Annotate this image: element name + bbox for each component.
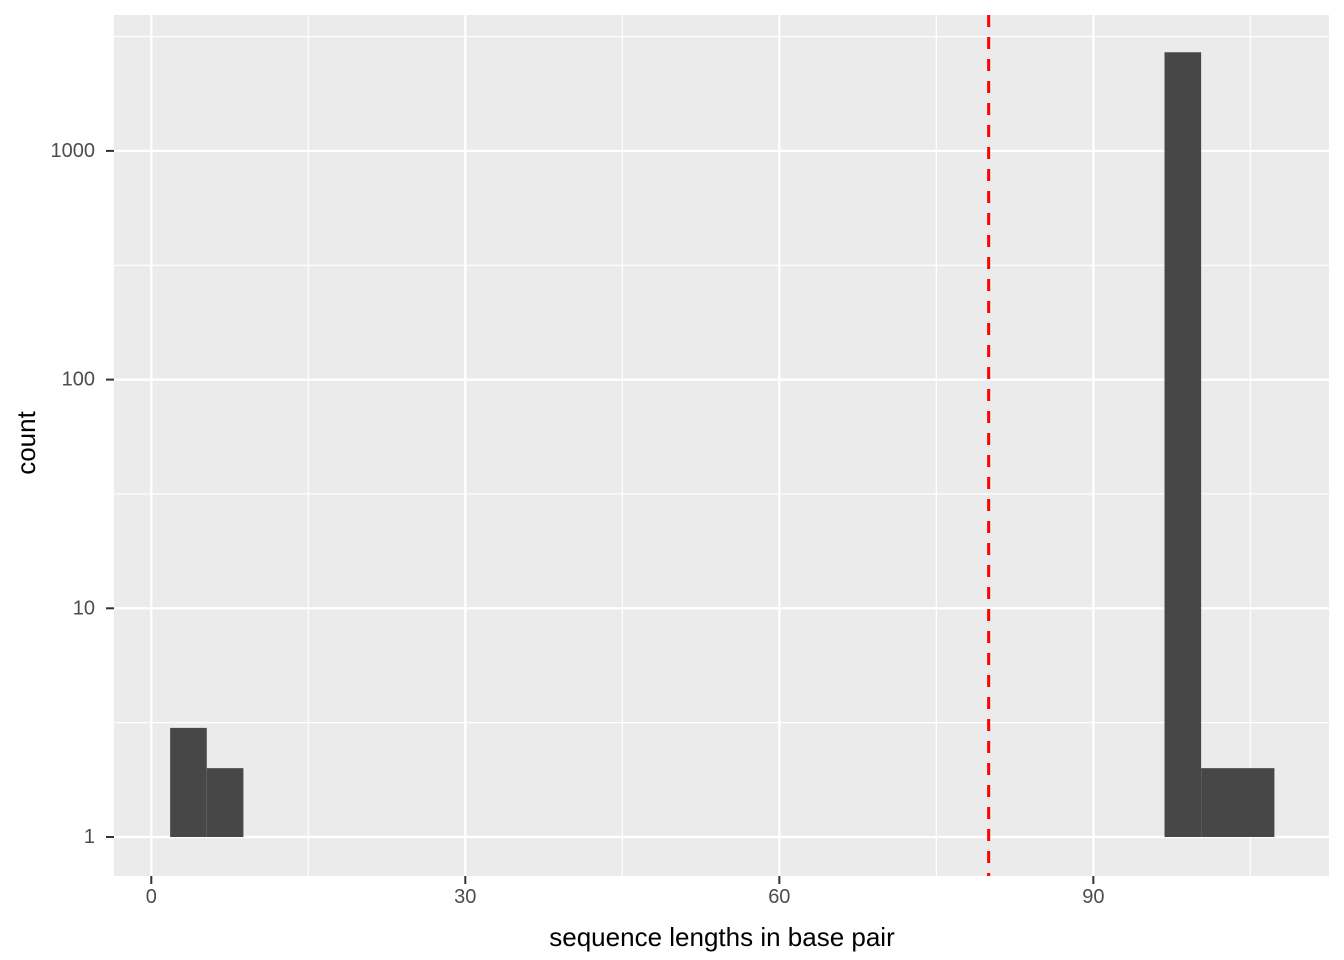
x-tick-label: 0 xyxy=(146,886,157,908)
histogram-bar xyxy=(206,768,244,837)
plot-panel xyxy=(114,15,1329,876)
x-tick-label: 90 xyxy=(1082,886,1104,908)
histogram-bars xyxy=(170,52,1275,837)
x-axis-title: sequence lengths in base pair xyxy=(549,922,895,952)
histogram-bar xyxy=(170,727,207,837)
y-tick-label: 100 xyxy=(62,369,95,391)
histogram-bar xyxy=(1164,52,1202,837)
y-tick-label: 1 xyxy=(84,826,95,848)
gridlines-minor xyxy=(114,15,1329,876)
y-axis-title: count xyxy=(11,410,41,474)
axis-tick-marks xyxy=(106,149,1095,884)
x-tick-label: 60 xyxy=(768,886,790,908)
x-tick-label: 30 xyxy=(454,886,476,908)
histogram-bar xyxy=(1201,768,1275,837)
axis-tick-labels: 0 30 60 90 1 10 100 1000 xyxy=(51,140,1105,908)
gridlines-major xyxy=(114,15,1329,876)
y-tick-label: 1000 xyxy=(51,140,96,162)
y-tick-label: 10 xyxy=(73,597,95,619)
